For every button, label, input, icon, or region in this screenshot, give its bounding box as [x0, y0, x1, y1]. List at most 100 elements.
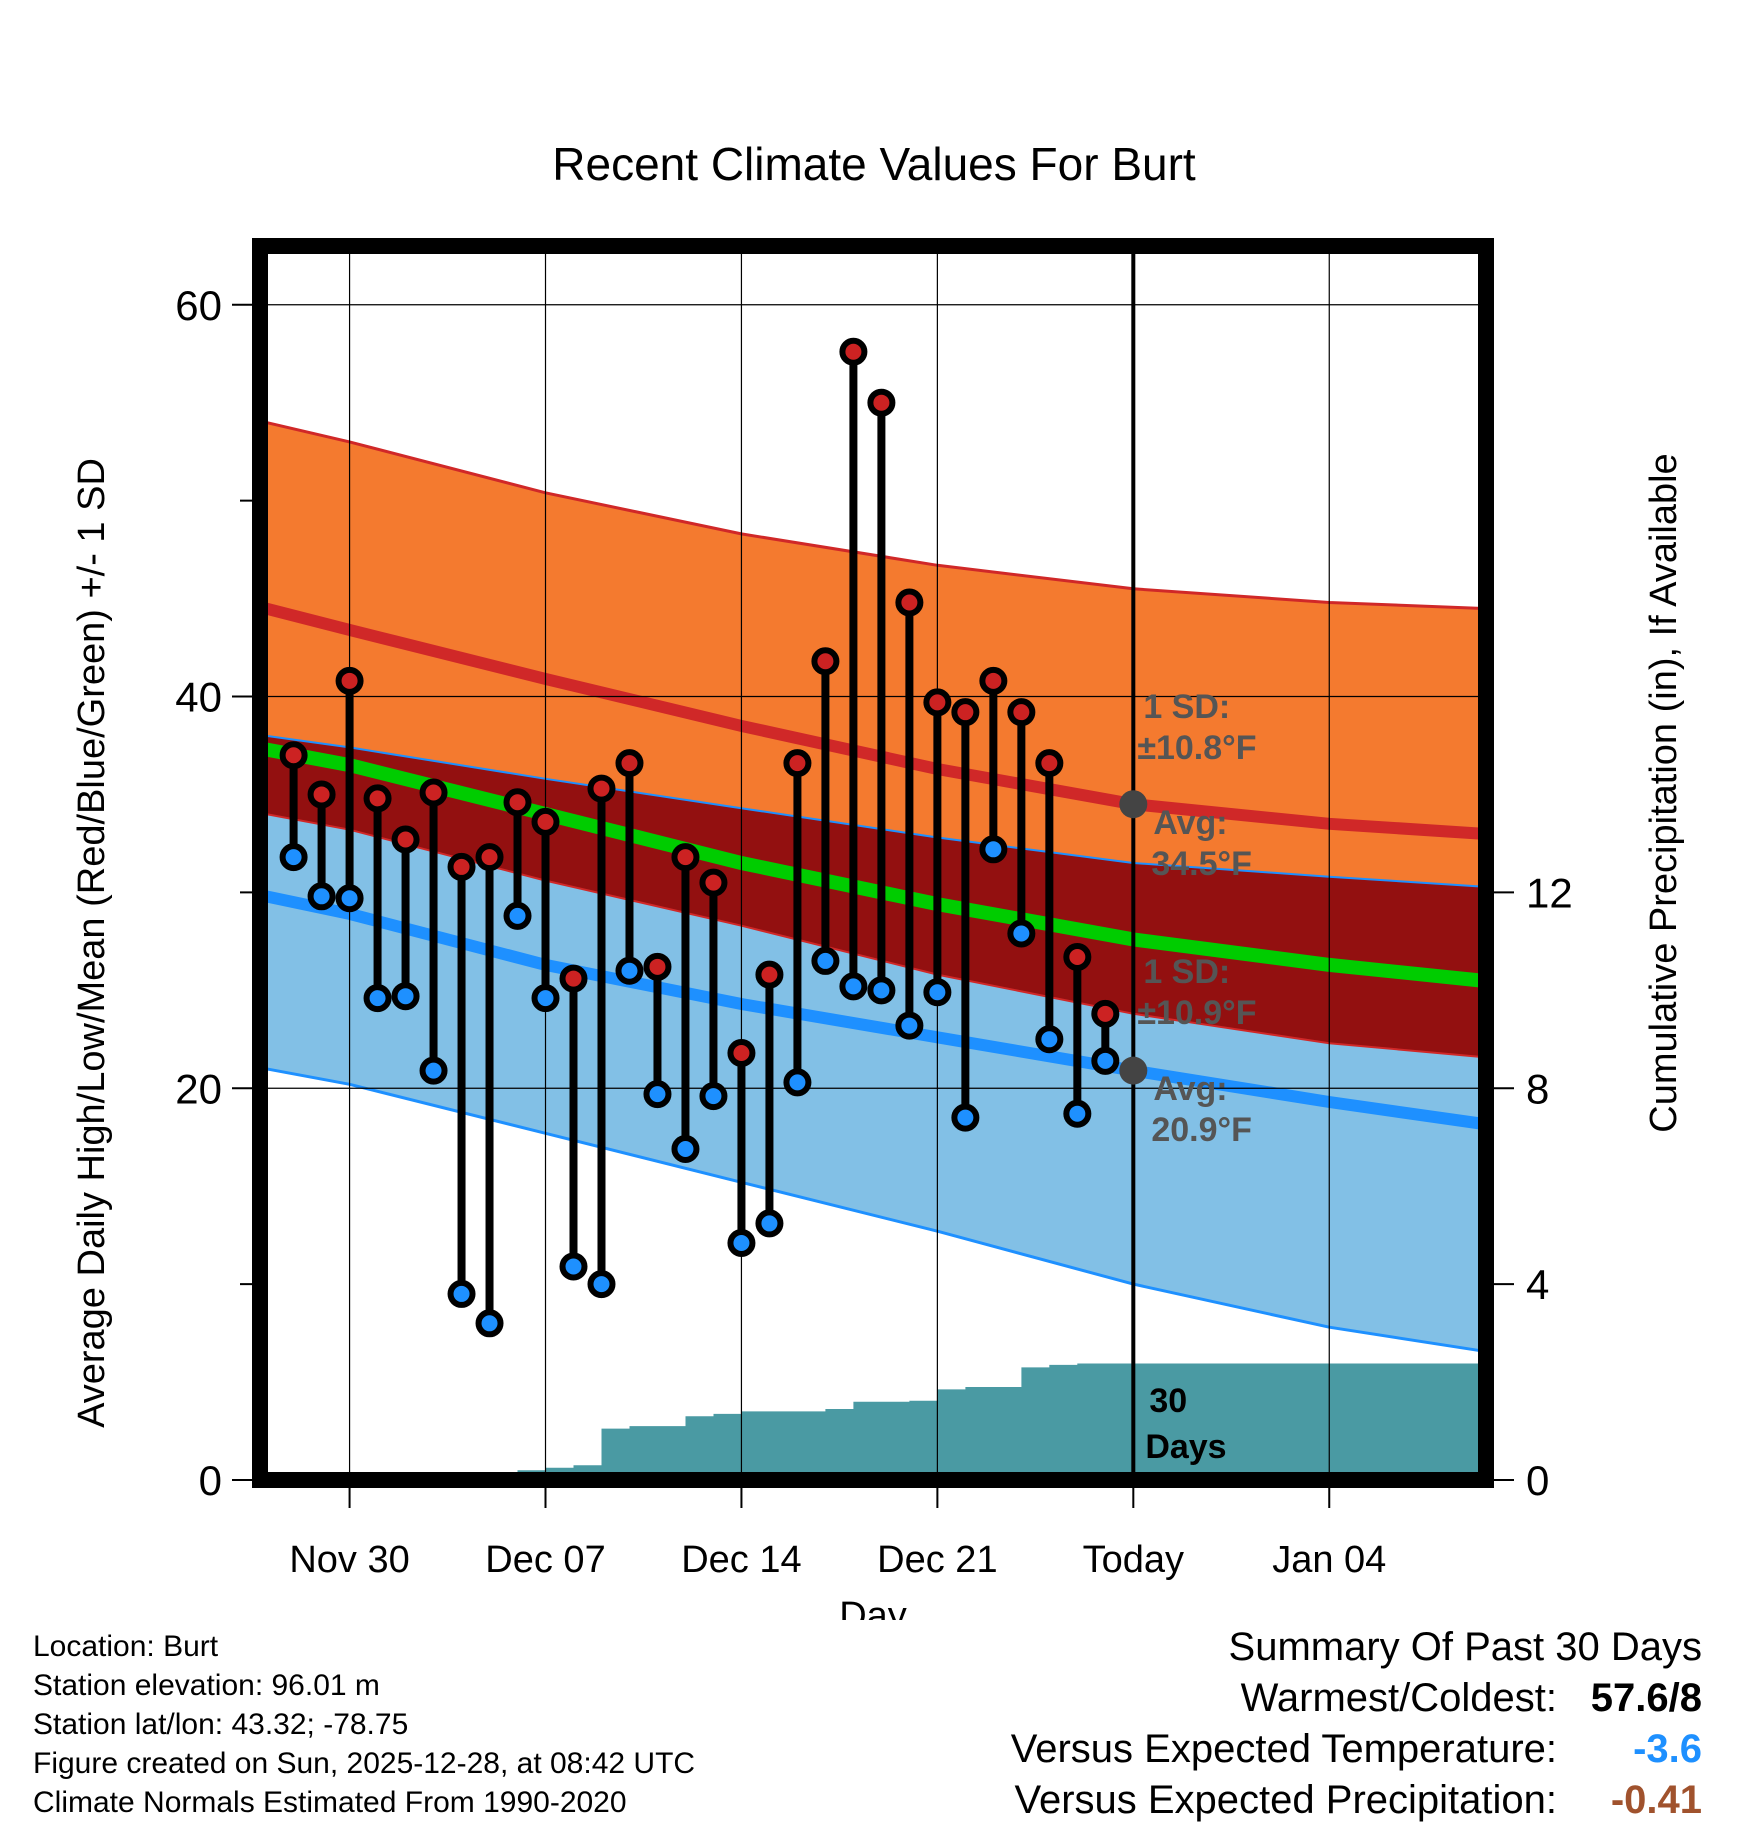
high-point	[951, 698, 980, 727]
high-sd-value: ±10.8°F	[1137, 729, 1256, 767]
low-point	[783, 1068, 812, 1097]
high-avg-marker	[1119, 790, 1148, 819]
high-point	[727, 1038, 756, 1067]
low-point	[363, 984, 392, 1013]
chart-title: Recent Climate Values For Burt	[552, 138, 1196, 190]
x-tick-label: Today	[1083, 1539, 1184, 1581]
plot-frame	[252, 238, 1494, 1488]
low-point	[531, 984, 560, 1013]
summary-panel: Summary Of Past 30 Days Warmest/Coldest:…	[1011, 1622, 1702, 1826]
low-point	[1091, 1046, 1120, 1075]
high-point	[363, 784, 392, 813]
location-text: Location: Burt	[33, 1630, 219, 1663]
high-minus-sd-line	[265, 734, 1481, 888]
high-point	[1063, 943, 1092, 972]
mean-avg-line	[264, 742, 1482, 988]
low-point	[475, 1309, 504, 1338]
low-sd-label: 1 SD:	[1143, 953, 1230, 991]
x-tick-label: Nov 30	[289, 1539, 409, 1581]
high-point	[923, 688, 952, 717]
high-point	[1035, 749, 1064, 778]
high-point	[503, 788, 532, 817]
y-tick-label: 0	[199, 1457, 222, 1504]
high-point	[279, 741, 308, 770]
created-text: Figure created on Sun, 2025-12-28, at 08…	[33, 1747, 696, 1780]
x-tick-label: Jan 04	[1272, 1539, 1386, 1581]
warmest-label: Warmest/Coldest:	[1240, 1676, 1557, 1720]
high-sd-label: 1 SD:	[1143, 688, 1230, 726]
summary-title: Summary Of Past 30 Days	[1228, 1625, 1702, 1669]
y-axis-label: Average Daily High/Low/Mean (Red/Blue/Gr…	[71, 458, 113, 1428]
low-point	[419, 1056, 448, 1085]
high-point	[643, 952, 672, 981]
low-point	[839, 972, 868, 1001]
low-avg-value: 20.9°F	[1151, 1111, 1252, 1149]
x-axis-label: Day	[839, 1595, 907, 1620]
temp-value: -3.6	[1633, 1727, 1702, 1771]
summary-temp-row: Versus Expected Temperature: -3.6	[1011, 1724, 1702, 1775]
low-sd-band	[265, 814, 1481, 1351]
low-point	[1063, 1099, 1092, 1128]
high-point	[1091, 999, 1120, 1028]
low-point	[559, 1252, 588, 1281]
climate-chart: Recent Climate Values For Burt 0 20 40 60 0 4…	[71, 138, 1685, 1620]
y2-axis-label: Cumulative Precipitation (in), If Availa…	[1643, 453, 1685, 1132]
low-point	[335, 884, 364, 913]
precip-days-label: Days	[1145, 1428, 1226, 1466]
low-minus-sd-line	[265, 1067, 1481, 1353]
precip-label: Versus Expected Precipitation:	[1014, 1778, 1557, 1822]
low-point	[895, 1011, 924, 1040]
low-point	[615, 956, 644, 985]
high-sd-band	[265, 422, 1481, 887]
low-point	[1035, 1025, 1064, 1054]
low-point	[671, 1134, 700, 1163]
high-point	[335, 666, 364, 695]
low-point	[279, 843, 308, 872]
station-info: Location: Burt Station elevation: 96.01 …	[33, 1627, 695, 1822]
x-tick-label: Dec 21	[877, 1539, 997, 1581]
precip-days-number: 30	[1149, 1382, 1187, 1420]
low-point	[643, 1080, 672, 1109]
high-point	[391, 825, 420, 854]
x-tick-label: Dec 07	[485, 1539, 605, 1581]
warmest-value: 57.6/8	[1590, 1676, 1702, 1720]
high-point	[699, 868, 728, 897]
high-avg-value: 34.5°F	[1151, 845, 1252, 883]
y2-tick-label: 0	[1526, 1457, 1549, 1504]
high-point	[475, 843, 504, 872]
low-point	[307, 882, 336, 911]
y2-tick-label: 8	[1526, 1065, 1549, 1112]
high-point	[755, 960, 784, 989]
high-point	[1007, 698, 1036, 727]
high-point	[615, 749, 644, 778]
elevation-text: Station elevation: 96.01 m	[33, 1669, 380, 1702]
high-point	[839, 337, 868, 366]
high-point	[979, 666, 1008, 695]
summary-precip-row: Versus Expected Precipitation: -0.41	[1011, 1775, 1702, 1826]
low-point	[587, 1270, 616, 1299]
x-tick-label: Dec 14	[681, 1539, 801, 1581]
summary-warmest-row: Warmest/Coldest: 57.6/8	[1011, 1673, 1702, 1724]
y-tick-label: 60	[175, 282, 222, 329]
normals-text: Climate Normals Estimated From 1990-2020	[33, 1786, 627, 1819]
low-point	[727, 1228, 756, 1257]
high-point	[531, 807, 560, 836]
y-tick-label: 20	[175, 1065, 222, 1112]
low-point	[923, 978, 952, 1007]
low-point	[391, 982, 420, 1011]
y-tick-label: 40	[175, 674, 222, 721]
low-point	[699, 1082, 728, 1111]
high-point	[447, 852, 476, 881]
low-point	[951, 1103, 980, 1132]
high-plus-sd-line	[265, 420, 1481, 610]
low-avg-marker	[1119, 1056, 1148, 1085]
y2-tick-label: 4	[1526, 1261, 1549, 1308]
low-point	[755, 1209, 784, 1238]
high-point	[559, 964, 588, 993]
high-point	[419, 778, 448, 807]
low-point	[503, 901, 532, 930]
low-avg-label: Avg:	[1153, 1070, 1227, 1108]
low-point	[867, 976, 896, 1005]
low-avg-line	[264, 890, 1482, 1130]
high-point	[811, 647, 840, 676]
